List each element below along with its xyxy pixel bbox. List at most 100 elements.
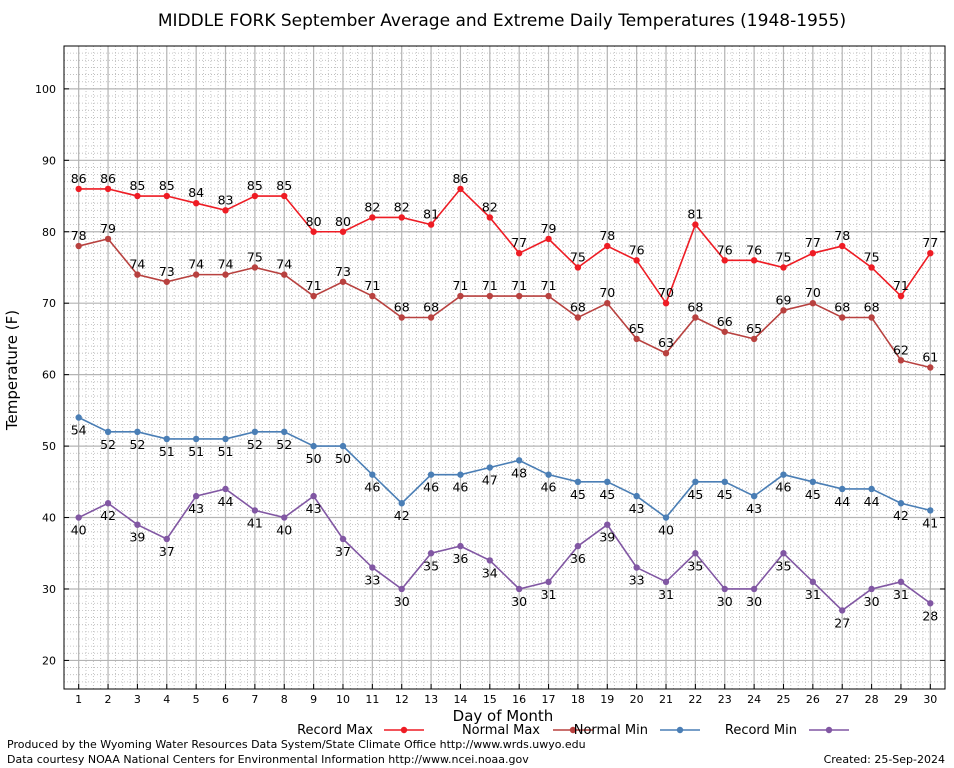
data-point [662, 300, 670, 307]
data-point [545, 471, 552, 478]
data-label: 45 [717, 487, 733, 502]
data-point [574, 478, 582, 486]
data-point [604, 521, 611, 528]
data-label: 76 [717, 242, 733, 257]
data-point [515, 585, 523, 593]
legend-item: Normal Min [574, 723, 700, 738]
data-label: 51 [188, 444, 204, 459]
data-label: 43 [746, 501, 762, 516]
data-point [427, 314, 435, 321]
data-label: 74 [129, 257, 145, 272]
data-label: 71 [306, 278, 322, 293]
x-tick-label: 10 [336, 693, 350, 706]
data-point [369, 292, 376, 300]
data-label: 30 [511, 594, 527, 609]
y-tick-label: 70 [42, 297, 56, 310]
x-tick-label: 3 [134, 693, 141, 706]
data-point [721, 328, 728, 335]
data-label: 36 [570, 551, 586, 566]
data-label: 34 [482, 565, 498, 580]
data-point [809, 300, 817, 307]
series-normal-min: 54 52 52 51 51 51 52 52 50 50 46 42 46 46 47 48 46 45 45 43… [71, 414, 938, 538]
data-label: 75 [776, 249, 792, 264]
data-label: 31 [658, 587, 674, 602]
data-point [780, 307, 787, 314]
data-point [662, 514, 670, 521]
data-point [104, 428, 112, 435]
data-label: 43 [629, 501, 645, 516]
data-point [780, 471, 787, 478]
data-point [339, 442, 347, 450]
data-label: 52 [247, 437, 263, 452]
data-point [222, 207, 229, 214]
data-point [574, 542, 582, 550]
data-label: 85 [276, 178, 292, 193]
data-point [809, 478, 817, 486]
data-label: 71 [452, 278, 468, 293]
data-label: 79 [100, 221, 116, 236]
data-label: 76 [629, 242, 645, 257]
data-point [897, 500, 905, 507]
data-label: 81 [423, 207, 439, 222]
data-point [222, 485, 229, 493]
data-label: 81 [687, 207, 703, 222]
legend-marker [400, 726, 408, 734]
series-line [78, 416, 931, 519]
chart-title: MIDDLE FORK September Average and Extrem… [158, 11, 846, 31]
x-tick-label: 24 [747, 693, 761, 706]
data-point [369, 564, 376, 571]
data-label: 73 [159, 264, 175, 279]
y-tick-label: 60 [42, 369, 56, 382]
data-point [398, 500, 405, 507]
data-point [750, 492, 758, 500]
data-label: 40 [658, 523, 674, 538]
series-record-min: 40 42 39 37 43 44 41 40 43 37 33 30 35 36 34 30 31 36 39 33… [71, 485, 938, 630]
data-point [134, 192, 141, 200]
legend-label: Normal Min [574, 723, 648, 738]
data-label: 51 [218, 444, 234, 459]
data-point [574, 314, 582, 321]
data-point [692, 314, 699, 321]
data-point [75, 242, 82, 250]
data-point [251, 507, 259, 514]
data-label: 35 [423, 558, 439, 573]
data-point [809, 249, 817, 257]
footer-created: Created: 25-Sep-2024 [824, 753, 945, 766]
data-point [721, 257, 728, 264]
data-label: 30 [746, 594, 762, 609]
data-point [662, 350, 670, 357]
data-point [809, 578, 817, 586]
x-tick-label: 23 [718, 693, 732, 706]
data-label: 52 [100, 437, 116, 452]
data-point [163, 535, 170, 543]
y-tick-label: 40 [42, 512, 56, 525]
data-point [780, 550, 787, 557]
data-point [281, 514, 288, 521]
data-label: 70 [658, 285, 674, 300]
data-label: 45 [570, 487, 586, 502]
data-point [839, 242, 846, 250]
data-point [310, 442, 317, 450]
data-label: 80 [306, 214, 322, 229]
x-axis-label: Day of Month [453, 707, 554, 725]
data-point [251, 428, 259, 435]
data-label: 33 [364, 573, 380, 588]
data-label: 46 [776, 480, 792, 495]
series-layer: 86 86 85 85 84 83 85 85 80 80 82 82 81 86 82 77 79 75 78 76… [71, 171, 939, 631]
x-tick-label: 9 [310, 693, 317, 706]
data-point [897, 578, 905, 586]
data-point [780, 264, 787, 271]
data-label: 86 [452, 171, 468, 186]
data-label: 82 [364, 199, 380, 214]
x-tick-label: 21 [659, 693, 673, 706]
data-point [633, 564, 640, 571]
y-tick-label: 80 [42, 226, 56, 239]
data-point [339, 535, 347, 543]
data-label: 44 [218, 494, 234, 509]
data-point [545, 292, 552, 300]
legend-label: Record Min [725, 723, 797, 738]
data-point [927, 249, 934, 257]
legend-item: Record Max [297, 723, 424, 738]
